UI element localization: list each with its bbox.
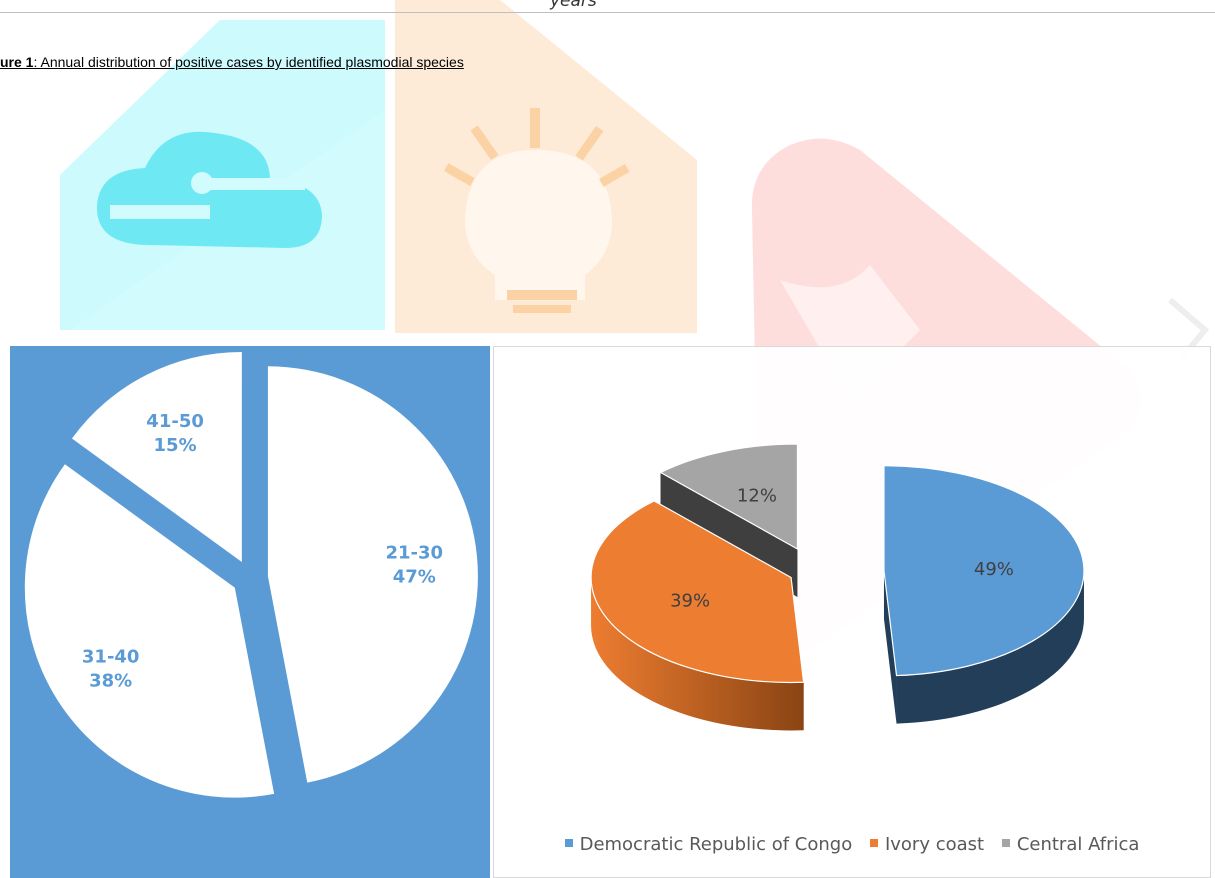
legend-label-drc: Democratic Republic of Congo — [579, 834, 853, 855]
age-slice-label-31-40: 31-40 — [82, 646, 140, 667]
watermark-book-icon — [780, 265, 920, 400]
legend-swatch-ivory-coast — [869, 839, 878, 847]
age-slice-value-21-30: 47% — [393, 566, 436, 587]
age-slice-21-30 — [267, 366, 478, 783]
country-pie-legend: Democratic Republic of Congo Ivory coast… — [494, 834, 1210, 855]
age-slice-value-41-50: 15% — [154, 435, 197, 456]
watermark-cloud-icon — [96, 131, 322, 248]
country-slice-ivory-coast: 39% — [590, 500, 805, 731]
figure-caption-number: ure 1 — [0, 54, 34, 70]
top-text-fragment: years — [550, 0, 597, 11]
country-pie-chart: 12% 39% 49% Democratic Republic of Congo I… — [493, 346, 1211, 878]
age-slice-label-21-30: 21-30 — [385, 542, 443, 563]
age-slice-31-40 — [24, 464, 275, 798]
age-slice-value-31-40: 38% — [89, 670, 132, 691]
country-slice-rim-drc — [896, 570, 1084, 724]
legend-swatch-central-africa — [1001, 839, 1010, 847]
country-slice-label-ivory-coast: 39% — [670, 590, 710, 611]
header-divider — [0, 12, 1215, 13]
country-slice-top-central-africa — [659, 443, 799, 551]
legend-label-central-africa: Central Africa — [1016, 834, 1140, 855]
legend-item-central-africa: Central Africa — [1001, 834, 1140, 855]
country-slice-drc: 49% — [883, 465, 1085, 724]
legend-swatch-drc — [564, 839, 573, 847]
country-slice-wall-drc-1 — [883, 570, 897, 724]
country-slice-label-central-africa: 12% — [737, 485, 777, 506]
age-slice-41-50 — [71, 351, 242, 562]
figure-caption-text: : Annual distribution of positive cases … — [33, 54, 464, 70]
legend-item-drc: Democratic Republic of Congo — [564, 834, 853, 855]
age-slice-label-41-50: 41-50 — [146, 411, 204, 432]
legend-label-ivory-coast: Ivory coast — [884, 834, 985, 855]
watermark-bulb-icon — [444, 108, 630, 313]
legend-item-ivory-coast: Ivory coast — [869, 834, 985, 855]
country-slice-top-drc — [883, 465, 1085, 677]
country-slice-label-drc: 49% — [974, 559, 1014, 580]
country-slice-rim-ivory-coast — [591, 577, 804, 731]
country-slice-top-ivory-coast — [590, 500, 805, 684]
figure-caption: ure 1: Annual distribution of positive c… — [0, 54, 464, 70]
age-pie-svg: 21-30 47% 31-40 38% 41-50 15% — [24, 351, 478, 798]
age-pie-chart: 21-30 47% 31-40 38% 41-50 15% — [10, 346, 490, 878]
country-pie-svg: 12% 39% 49% — [590, 443, 1085, 731]
